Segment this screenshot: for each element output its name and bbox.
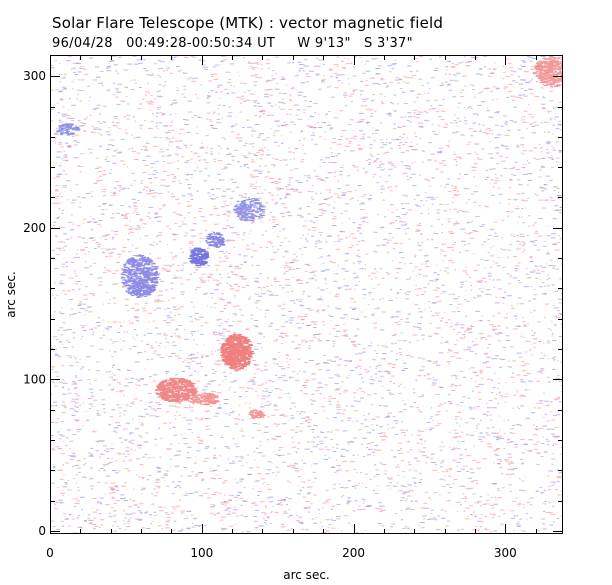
y-axis-label: arc sec. [4, 271, 18, 317]
chart-title: Solar Flare Telescope (MTK) : vector mag… [52, 14, 444, 32]
y-tick-label-200: 200 [23, 221, 46, 235]
active-region-positive-2 [187, 392, 221, 406]
magnetogram-noise-field [50, 55, 563, 534]
axis-ticks [50, 55, 563, 534]
active-region-positive-3 [248, 409, 266, 419]
active-region-negative-7 [120, 254, 160, 298]
active-region-negative-9 [56, 123, 81, 136]
y-tick-label-100: 100 [23, 372, 46, 386]
active-region-negative-6 [205, 232, 226, 248]
x-tick-label-200: 200 [342, 546, 365, 560]
x-tick-label-300: 300 [494, 546, 517, 560]
x-tick-label-100: 100 [190, 546, 213, 560]
plot-frame [50, 55, 563, 534]
noise-negative-speckle [50, 55, 563, 534]
active-region-positive-4 [532, 56, 563, 88]
y-tick-label-0: 0 [38, 524, 46, 538]
y-tick-label-300: 300 [23, 69, 46, 83]
magnetogram-active-regions [56, 56, 563, 419]
x-tick-label-0: 0 [46, 546, 54, 560]
active-region-negative-8 [233, 197, 266, 222]
x-axis-label: arc sec. [283, 568, 329, 582]
axis-tick-labels: 0 100 200 300 0 100 200 300 [23, 69, 517, 560]
chart-subtitle: 96/04/28 00:49:28-00:50:34 UT W 9'13" S … [52, 36, 413, 51]
active-region-positive-1 [154, 377, 199, 403]
active-region-positive-0 [220, 333, 255, 371]
noise-positive-speckle [50, 55, 563, 534]
active-region-negative-5 [188, 247, 210, 267]
